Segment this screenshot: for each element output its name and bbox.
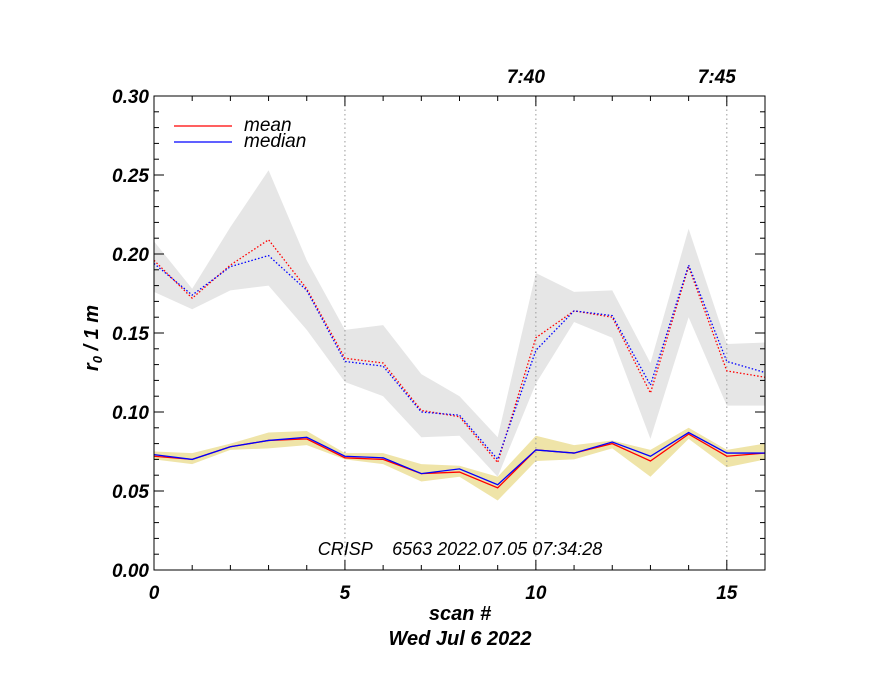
legend: mean median xyxy=(174,115,306,152)
y-tick-label-0: 0.00 xyxy=(112,561,149,582)
band-1 xyxy=(154,427,765,501)
x-tick-label-1: 5 xyxy=(340,583,351,604)
x-tick-label-0: 0 xyxy=(149,583,160,604)
x-tick-label-3: 15 xyxy=(716,583,738,604)
y-tick-label-6: 0.30 xyxy=(112,87,149,108)
y-axis-title-subscript: 0 xyxy=(90,355,105,363)
data-lines xyxy=(153,238,766,489)
tick-labels: 0 5 10 15 0.00 0.05 0.10 0.15 0.20 0.25 0.30 7:40 7:… xyxy=(112,67,738,604)
y-axis-title: r0 / 1 m xyxy=(81,305,105,371)
legend-median-label: median xyxy=(244,131,306,152)
y-axis-title-unit: / 1 m xyxy=(81,305,103,356)
series-line-0 xyxy=(153,238,766,464)
y-tick-label-1: 0.05 xyxy=(112,482,149,503)
x-tick-label-2: 10 xyxy=(525,583,547,604)
top-time-label-2: 7:45 xyxy=(698,67,736,88)
x-axis-title: scan # xyxy=(429,603,492,625)
tick-marks xyxy=(153,95,766,571)
spread-bands xyxy=(154,170,765,501)
y-tick-label-2: 0.10 xyxy=(112,403,149,424)
y-tick-label-5: 0.25 xyxy=(112,166,149,187)
y-tick-label-3: 0.15 xyxy=(112,324,149,345)
date-label: Wed Jul 6 2022 xyxy=(388,628,531,650)
band-0 xyxy=(154,170,765,477)
top-time-label-1: 7:40 xyxy=(507,67,545,88)
legend-mean-label: mean xyxy=(244,115,292,136)
series-line-3 xyxy=(153,431,765,486)
instrument-annotation: CRISP 6563 2022.07.05 07:34:28 xyxy=(318,539,603,559)
y-axis-title-r: r xyxy=(81,362,103,371)
series-line-1 xyxy=(153,254,766,461)
y-tick-label-4: 0.20 xyxy=(112,245,149,266)
